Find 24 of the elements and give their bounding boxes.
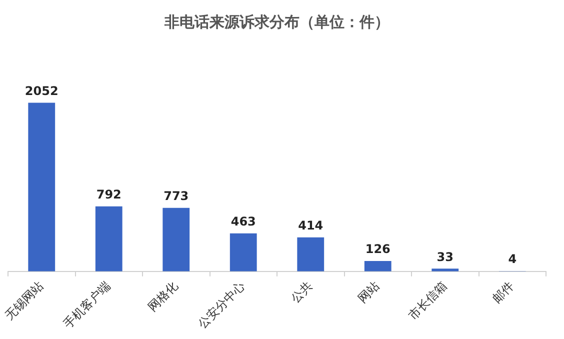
x-tick-label: 网格化 bbox=[145, 278, 180, 314]
bar bbox=[162, 208, 190, 272]
bar bbox=[297, 237, 324, 272]
bar bbox=[95, 206, 122, 272]
x-tick-label: 无锡网站 bbox=[2, 278, 46, 323]
data-label: 33 bbox=[436, 250, 454, 264]
x-tick-label: 公共 bbox=[288, 278, 315, 306]
data-label: 126 bbox=[365, 242, 390, 256]
x-tick-label: 手机客户端 bbox=[60, 278, 114, 332]
data-label: 414 bbox=[298, 218, 324, 233]
x-tick-label: 公安分中心 bbox=[195, 278, 248, 332]
x-tick-label: 网站 bbox=[355, 278, 382, 306]
x-tick-label: 邮件 bbox=[490, 278, 517, 306]
bar bbox=[364, 261, 392, 272]
bar bbox=[28, 102, 56, 272]
data-label: 2052 bbox=[24, 84, 58, 98]
data-label: 773 bbox=[164, 189, 189, 204]
data-label: 4 bbox=[508, 252, 517, 266]
chart-title: 非电话来源诉求分布（单位：件） bbox=[164, 12, 390, 31]
x-tick-label: 市长信箱 bbox=[406, 278, 450, 323]
data-label: 792 bbox=[96, 187, 122, 202]
data-label: 463 bbox=[230, 214, 256, 228]
bar bbox=[432, 268, 459, 272]
bar bbox=[230, 233, 257, 272]
